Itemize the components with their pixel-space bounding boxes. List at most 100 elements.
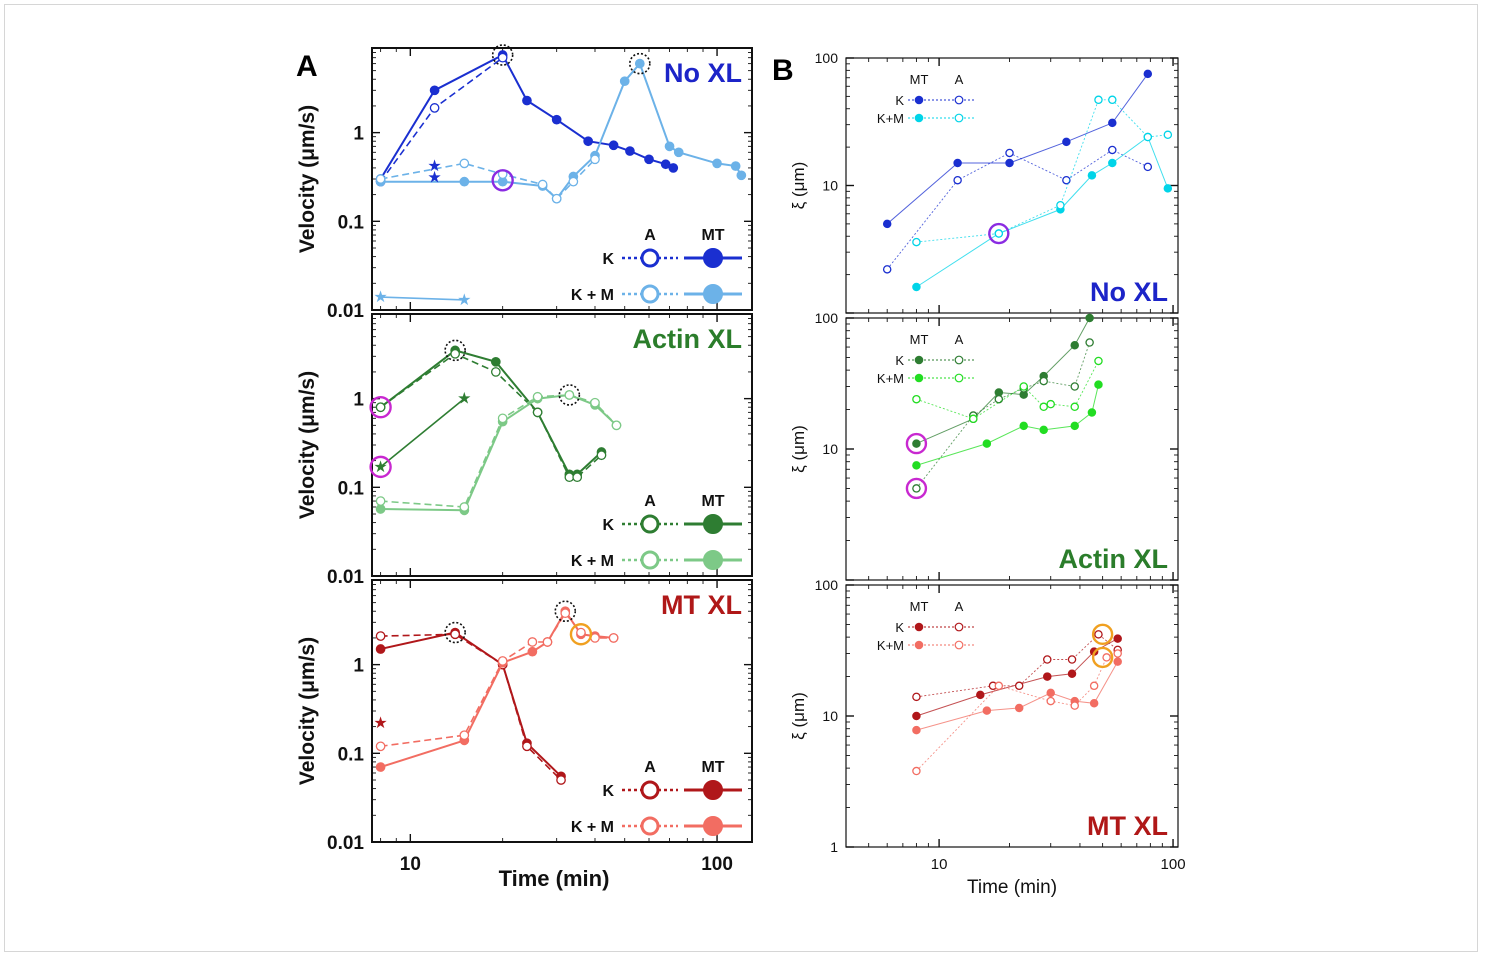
x-tick-label: 100 [701, 854, 733, 875]
highlight-ring [569, 623, 593, 646]
highlight-ring [491, 169, 514, 192]
peak-marker [558, 384, 581, 406]
y-axis-label: Velocity (μm/s) [296, 105, 319, 253]
star-marker: ★ [373, 715, 387, 732]
data-point-KM_A [375, 741, 386, 752]
data-point-K_MT [1113, 634, 1122, 643]
series-line-KM_A [916, 99, 1168, 243]
data-point-K_MT [912, 439, 921, 448]
data-point-KM_A [1019, 382, 1028, 391]
series-line-KM_MT [380, 61, 743, 201]
data-point-KM_A [611, 420, 622, 431]
legend-mt-header: MT [910, 72, 929, 87]
y-tick-label: 10 [822, 441, 838, 457]
data-point-K_MT [953, 158, 962, 168]
legend-marker-mt [703, 248, 723, 268]
data-point-KM_MT [634, 58, 645, 69]
data-point-KM_A [1094, 95, 1103, 105]
data-point-KM_A [1089, 681, 1099, 691]
legend-marker-a [640, 816, 660, 836]
data-point-K_A [1005, 148, 1014, 158]
legend-marker-mt [914, 355, 924, 365]
data-point-K_A [1014, 681, 1024, 691]
highlight-ring [1091, 646, 1114, 669]
data-point-KM_A [564, 390, 575, 400]
data-point-KM_A [1102, 653, 1111, 662]
legend-marker-mt [703, 780, 723, 800]
peak-marker [491, 44, 514, 66]
data-point-KM_MT [527, 646, 538, 657]
data-point-KM_MT [730, 161, 741, 171]
panel-title: No XL [1090, 277, 1168, 307]
data-point-KM_A [994, 229, 1004, 238]
legend-marker-mt [914, 373, 924, 383]
chart-A_actin: 0.01 0.1 1 Velocity (μm/s) Actin XL ★ ★ A MT K K +… [296, 313, 753, 588]
panel-title: Actin XL [632, 324, 742, 354]
data-point-K_A [532, 407, 543, 418]
panel-title: MT XL [1087, 811, 1168, 841]
legend-row-label: K [602, 517, 614, 534]
data-point-KM_A [459, 158, 470, 169]
data-point-K_MT [1085, 313, 1094, 323]
data-point-KM_A [912, 237, 921, 247]
legend-row-label: K + M [571, 553, 614, 570]
y-axis-label: Velocity (μm/s) [296, 371, 319, 519]
legend-marker-a [954, 113, 964, 123]
data-point-KM_A [912, 766, 921, 776]
data-point-K_MT [1062, 137, 1071, 147]
legend-row-label: K [895, 353, 904, 368]
legend-marker-mt [914, 113, 924, 123]
data-point-K_A [596, 450, 607, 461]
series-line-KM_A [380, 158, 596, 200]
figure-frame [4, 4, 1478, 952]
data-point-KM_A [1070, 402, 1079, 412]
series-line-K_A [916, 342, 1091, 489]
data-point-KM_MT [619, 76, 630, 87]
data-point-KM_MT [912, 282, 921, 292]
peak-marker [444, 621, 466, 644]
data-point-K_A [1070, 382, 1079, 391]
data-point-K_A [912, 484, 921, 493]
data-point-KM_MT [1163, 184, 1173, 193]
data-point-K_A [1043, 655, 1052, 664]
star-marker: ★ [457, 292, 471, 309]
data-point-K_MT [1005, 158, 1014, 168]
legend-row-label: K [602, 251, 614, 268]
y-tick-label: 0.01 [327, 567, 364, 588]
legend-row-label: K [895, 620, 904, 635]
x-tick-label: 10 [931, 856, 948, 873]
data-point-K_MT [551, 114, 562, 125]
x-axis-label: Time (min) [967, 877, 1057, 898]
data-point-K_A [522, 741, 532, 752]
series-line-K_MT [379, 349, 603, 476]
data-point-K_MT [1070, 340, 1079, 350]
highlight-ring [988, 222, 1010, 245]
data-point-KM_A [568, 176, 579, 187]
series-line-KM_A [916, 360, 1099, 420]
data-point-K_A [994, 394, 1004, 404]
legend-mt-header: MT [701, 227, 724, 244]
data-point-KM_MT [673, 147, 684, 158]
legend-a-header: A [955, 599, 964, 614]
legend-row-label: K + M [571, 819, 614, 836]
data-point-K_MT [375, 644, 386, 654]
data-point-K_A [375, 402, 386, 413]
series-line-K_A [886, 149, 1148, 270]
data-point-K_A [450, 348, 460, 359]
data-point-KM_A [1070, 701, 1079, 710]
legend-marker-mt [914, 622, 924, 632]
y-axis-label: ξ (μm) [789, 425, 808, 473]
data-point-KM_MT [1108, 158, 1117, 168]
x-tick-label: 100 [1161, 856, 1186, 873]
legend-marker-mt [914, 95, 924, 105]
data-point-KM_MT [1070, 421, 1079, 431]
data-point-K_MT [1108, 118, 1117, 128]
legend-marker-mt [703, 550, 723, 570]
star-marker: ★ [427, 158, 441, 175]
data-point-K_MT [429, 85, 440, 96]
data-point-K_A [1039, 376, 1048, 386]
x-axis-label: Time (min) [499, 866, 610, 891]
data-point-KM_A [560, 608, 571, 619]
